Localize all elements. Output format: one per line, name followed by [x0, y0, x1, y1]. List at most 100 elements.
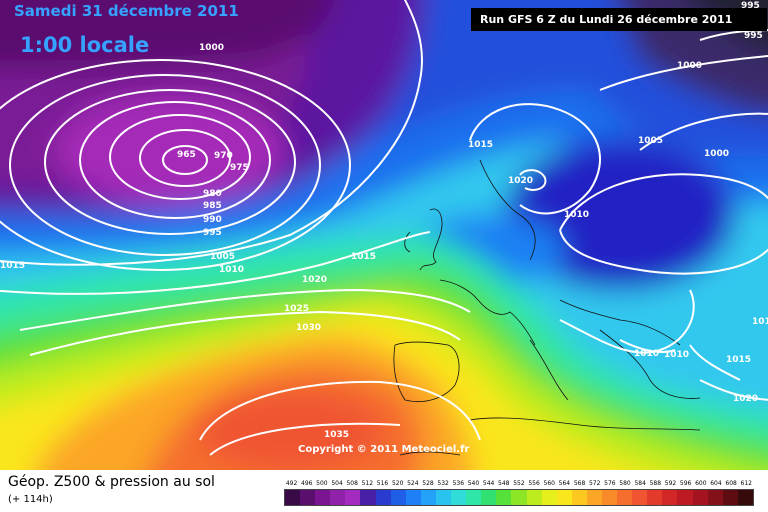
legend-swatch — [601, 490, 618, 505]
legend-swatch — [692, 490, 708, 505]
legend-swatch — [617, 490, 633, 505]
pressure-label: 1010 — [634, 349, 659, 359]
forecast-date: Samedi 31 décembre 2011 — [14, 2, 239, 20]
legend-tick: 600 — [695, 480, 707, 487]
legend-swatch — [466, 490, 482, 505]
pressure-label: 980 — [203, 189, 222, 199]
pressure-label: 965 — [177, 150, 196, 160]
legend-tick: 520 — [391, 480, 404, 487]
color-legend: 492 496 500 504 508 512 516 520 524 528 532 536 540 5… — [284, 478, 754, 506]
pressure-label: 1020 — [733, 394, 758, 404]
legend-tick: 580 — [619, 480, 631, 487]
legend-tick: 536 — [452, 480, 465, 487]
legend-swatch — [360, 490, 376, 505]
legend-tick: 596 — [679, 480, 692, 487]
pressure-label: 1015 — [468, 140, 493, 150]
pressure-label: 1025 — [284, 304, 309, 314]
local-time: 1:00 locale — [20, 33, 150, 57]
legend-tick: 612 — [740, 480, 752, 487]
map-title: Géop. Z500 & pression au sol — [8, 474, 215, 490]
pressure-label: 995 — [741, 1, 760, 11]
legend-swatch — [632, 490, 648, 505]
legend-tick: 584 — [634, 480, 646, 487]
legend-swatch — [375, 490, 391, 505]
legend-tick: 548 — [498, 480, 510, 487]
legend-tick: 560 — [543, 480, 555, 487]
legend-tick: 504 — [331, 480, 343, 487]
legend-swatch — [662, 490, 678, 505]
pressure-label: 1020 — [508, 176, 533, 186]
legend-swatch — [556, 490, 572, 505]
legend-swatch — [722, 490, 738, 505]
legend-swatch — [300, 490, 316, 505]
legend-swatch — [420, 490, 436, 505]
legend-swatch — [390, 490, 406, 505]
legend-swatch — [526, 490, 542, 505]
legend-tick: 528 — [422, 480, 434, 487]
legend-tick: 500 — [316, 480, 328, 487]
copyright: Copyright © 2011 Meteociel.fr — [298, 444, 470, 455]
pressure-label: 1010 — [219, 265, 244, 275]
legend-tick: 524 — [407, 480, 419, 487]
pressure-label: 1000 — [704, 149, 729, 159]
legend-swatch — [707, 490, 723, 505]
isobars — [0, 0, 768, 456]
legend-tick: 540 — [467, 480, 480, 487]
legend-tick: 532 — [437, 480, 449, 487]
pressure-label: 970 — [214, 151, 233, 161]
pressure-label: 995 — [203, 228, 222, 238]
legend-tick: 552 — [513, 480, 525, 487]
pressure-label: 1000 — [199, 43, 224, 53]
pressure-label: 1005 — [638, 136, 663, 146]
legend-tick: 568 — [573, 480, 586, 487]
pressure-label: 1015 — [0, 261, 25, 271]
weather-map: 1000 965 970 975 980 985 990 995 1005 10… — [0, 0, 768, 470]
legend-tick: 508 — [346, 480, 358, 487]
pressure-label: 1010 — [664, 350, 689, 360]
legend-swatch — [677, 490, 693, 505]
legend-swatch — [315, 490, 331, 505]
legend-swatch — [405, 490, 421, 505]
pressure-labels: 1000 965 970 975 980 985 990 995 1005 10… — [0, 1, 768, 440]
legend-swatch — [496, 490, 512, 505]
legend-tick: 492 — [285, 480, 298, 487]
run-info: Run GFS 6 Z du Lundi 26 décembre 2011 — [471, 8, 767, 31]
pressure-label: 1015 — [752, 317, 768, 327]
pressure-label: 1010 — [564, 210, 589, 220]
legend-tick: 572 — [588, 480, 601, 487]
legend-swatch — [285, 490, 301, 505]
coastlines — [393, 159, 701, 456]
legend-swatch — [541, 490, 557, 505]
legend-swatch — [571, 490, 587, 505]
legend-tick: 592 — [664, 480, 677, 487]
pressure-label: 1030 — [296, 323, 321, 333]
pressure-label: 1035 — [324, 430, 349, 440]
legend-swatches — [284, 489, 754, 506]
pressure-label: 1015 — [726, 355, 751, 365]
legend-swatch — [481, 490, 497, 505]
pressure-label: 990 — [203, 215, 222, 225]
footer-bar: Géop. Z500 & pression au sol (+ 114h) 49… — [0, 470, 768, 512]
pressure-label: 985 — [203, 201, 222, 211]
legend-swatch — [330, 490, 346, 505]
legend-swatch — [737, 490, 753, 505]
legend-tick: 588 — [649, 480, 662, 487]
legend-swatch — [345, 490, 361, 505]
pressure-label: 1005 — [210, 252, 235, 262]
legend-tick: 544 — [482, 480, 495, 487]
legend-swatch — [435, 490, 452, 505]
legend-tick: 604 — [710, 480, 722, 487]
pressure-label: 1015 — [351, 252, 376, 262]
pressure-label: 995 — [744, 31, 763, 41]
geopotential-field — [0, 0, 768, 470]
legend-tick: 608 — [725, 480, 737, 487]
legend-labels: 492 496 500 504 508 512 516 520 524 528 532 536 540 5… — [284, 478, 754, 489]
legend-tick: 512 — [361, 480, 374, 487]
legend-tick: 496 — [301, 480, 313, 487]
legend-tick: 516 — [376, 480, 389, 487]
forecast-hour: (+ 114h) — [8, 494, 53, 505]
map-svg: 1000 965 970 975 980 985 990 995 1005 10… — [0, 0, 768, 470]
legend-swatch — [586, 490, 602, 505]
pressure-label: 1020 — [302, 275, 327, 285]
legend-swatch — [647, 490, 663, 505]
